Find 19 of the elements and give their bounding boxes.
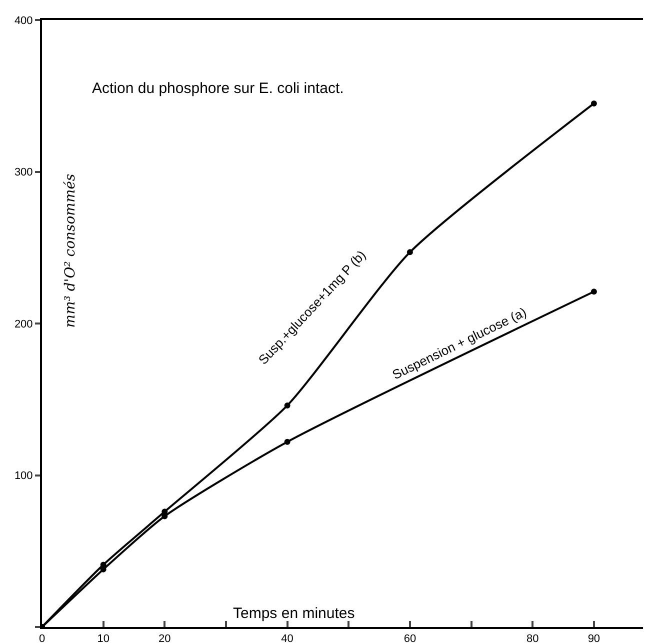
point [590, 100, 597, 106]
x-tick-label: 20 [158, 633, 171, 643]
x-tick-label: 10 [97, 633, 110, 643]
x-tick-label: 0 [38, 633, 46, 643]
x-tick-label: 80 [526, 633, 539, 643]
y-tick-label: 200 [14, 318, 33, 330]
y-tick-label: 400 [14, 14, 33, 27]
text: Action du phosphore sur E. coli intact. [92, 80, 344, 97]
point [284, 438, 290, 445]
y-tick-label: 300 [14, 166, 33, 179]
x-tick-label: 60 [404, 633, 416, 643]
x-tick-label: 90 [588, 633, 600, 643]
y-axis-title: mm³ d'O² consommés [62, 174, 78, 328]
point [284, 402, 290, 408]
x-tick-label: 40 [281, 633, 294, 643]
x-axis-title: Temps en minutes [233, 605, 355, 622]
point [590, 288, 597, 295]
y-tick-label: 100 [14, 470, 33, 482]
point [406, 249, 413, 256]
